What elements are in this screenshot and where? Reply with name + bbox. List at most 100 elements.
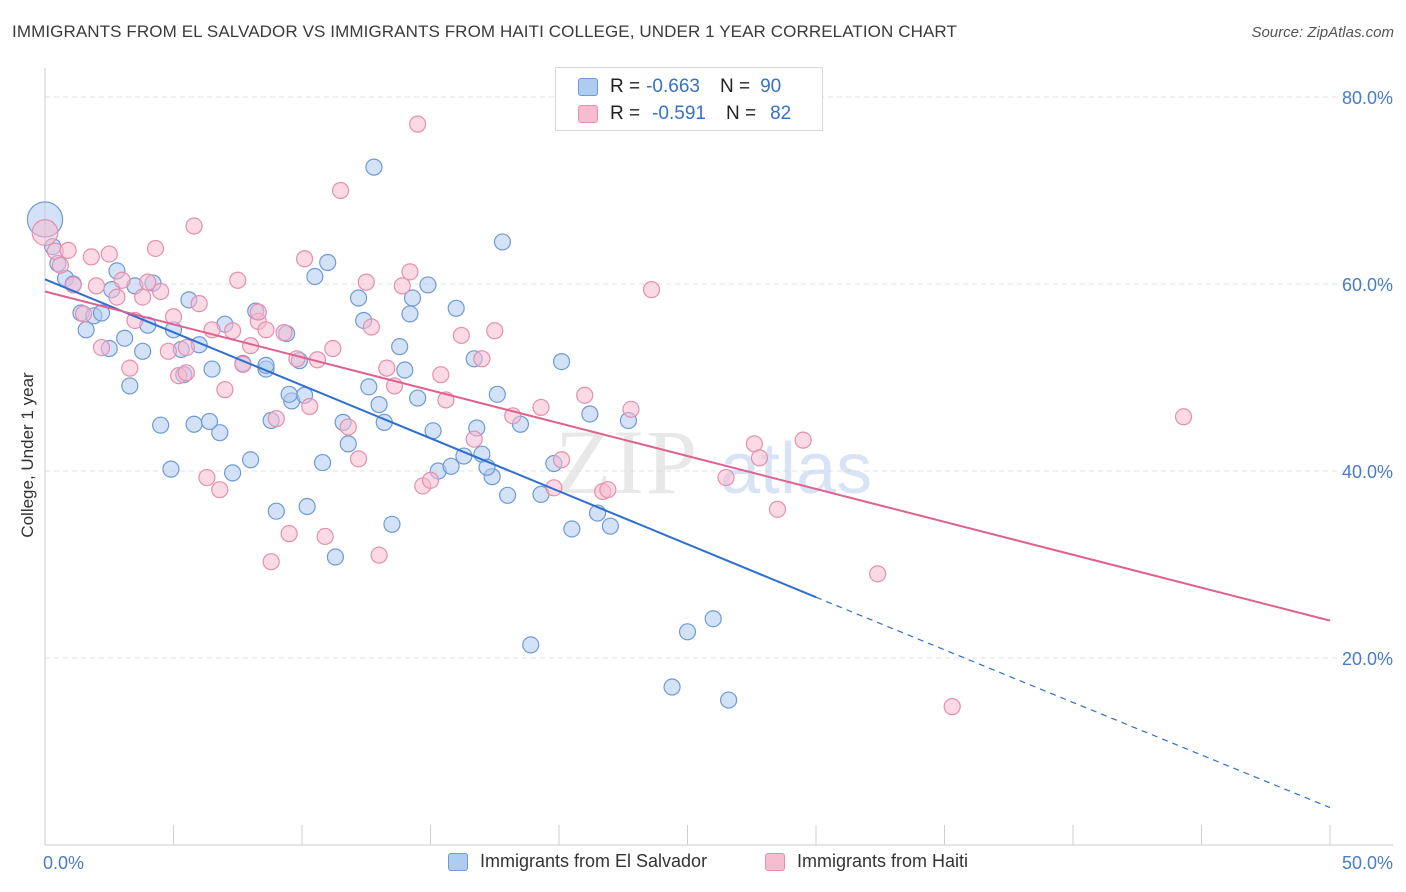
data-point-el-salvador (419, 276, 437, 294)
data-point-el-salvador (522, 636, 540, 654)
data-point-haiti (100, 245, 118, 263)
data-point-el-salvador (678, 623, 697, 641)
data-point-haiti (331, 181, 350, 200)
data-point-haiti (249, 303, 267, 321)
data-point-haiti (262, 553, 280, 571)
axes (44, 68, 1393, 846)
data-point-haiti (378, 359, 396, 377)
data-point-el-salvador (442, 457, 460, 475)
data-point-haiti (108, 288, 126, 306)
correlation-legend: R = -0.663 N = 90 R = -0.591 N = 82 (555, 67, 823, 131)
data-point-el-salvador (552, 353, 571, 371)
y-tick-label: 80.0% (1342, 88, 1393, 108)
data-point-haiti (473, 350, 491, 368)
data-point-el-salvador (383, 515, 401, 533)
legend-swatch-pink (765, 852, 785, 871)
data-point-el-salvador (391, 338, 409, 356)
legend-label-haiti: Immigrants from Haiti (797, 851, 969, 871)
data-point-haiti (642, 281, 661, 299)
data-point-haiti (185, 217, 203, 235)
data-point-haiti (152, 282, 170, 301)
data-point-el-salvador (298, 497, 316, 516)
data-point-haiti (465, 430, 483, 448)
data-point-haiti (943, 698, 961, 716)
data-point-haiti (280, 525, 298, 543)
data-point-el-salvador (162, 460, 180, 478)
data-point-haiti (295, 250, 314, 268)
data-point-el-salvador (267, 502, 285, 520)
data-point-haiti (576, 386, 594, 404)
data-point-haiti (288, 350, 306, 368)
data-point-haiti (87, 277, 106, 295)
x-tick-label: 0.0% (43, 853, 84, 873)
data-point-haiti (121, 359, 139, 377)
data-point-el-salvador (704, 610, 722, 628)
data-point-el-salvador (581, 405, 599, 423)
source-label: Source: ZipAtlas.com (1251, 24, 1394, 41)
y-axis-title: College, Under 1 year (18, 372, 37, 538)
data-point-haiti (113, 271, 131, 289)
legend-row-el-salvador: R = -0.663 N = 90 (578, 75, 781, 99)
data-point-haiti (301, 397, 319, 416)
y-tick-label: 20.0% (1342, 649, 1393, 669)
legend-n-value: 90 (760, 76, 782, 97)
trend-line-el-salvador (44, 278, 817, 599)
data-point-haiti (324, 339, 342, 358)
data-point-haiti (486, 322, 504, 340)
legend-r-label: R = (610, 103, 641, 124)
data-point-haiti (229, 271, 247, 289)
legend-row-haiti: R = -0.591 N = 82 (578, 102, 791, 126)
data-point-haiti (177, 364, 195, 382)
data-point-haiti (349, 450, 368, 468)
data-point-el-salvador (601, 517, 620, 535)
data-point-el-salvador (306, 267, 324, 286)
data-point-haiti (59, 241, 77, 259)
legend-r-label: R = (610, 76, 641, 97)
data-point-haiti (267, 410, 285, 428)
data-point-el-salvador (152, 416, 170, 434)
legend-label-el-salvador: Immigrants from El Salvador (480, 851, 708, 871)
data-point-el-salvador (401, 305, 419, 323)
legend-swatch-pink (578, 105, 598, 123)
data-point-haiti (1174, 408, 1193, 426)
legend-n-label: N = (725, 103, 757, 124)
data-point-haiti (74, 305, 93, 323)
data-point-el-salvador (280, 385, 298, 403)
legend-swatch-blue (448, 852, 468, 871)
data-point-haiti (432, 366, 450, 384)
data-point-haiti (717, 468, 735, 487)
data-point-haiti (134, 288, 152, 306)
data-point-el-salvador (116, 329, 134, 347)
data-point-haiti (82, 248, 100, 266)
data-point-haiti (357, 273, 375, 291)
data-point-el-salvador (211, 424, 229, 442)
series-haiti-points (31, 115, 1193, 716)
data-point-haiti (421, 471, 440, 489)
data-point-haiti (198, 468, 216, 487)
data-point-haiti (409, 115, 427, 133)
data-point-el-salvador (242, 451, 260, 469)
data-point-haiti (146, 239, 165, 258)
data-point-haiti (362, 318, 380, 336)
data-point-haiti (339, 418, 357, 436)
tick-labels: 20.0% 40.0% 60.0% 80.0% 0.0% 50.0% (43, 88, 1393, 873)
data-point-haiti (393, 277, 411, 295)
data-point-el-salvador (326, 548, 345, 566)
data-point-el-salvador (563, 520, 581, 538)
data-point-haiti (452, 326, 470, 345)
data-point-el-salvador (720, 691, 738, 709)
y-tick-label: 40.0% (1342, 462, 1393, 482)
data-point-el-salvador (313, 453, 332, 472)
data-point-el-salvador (224, 464, 242, 482)
data-point-haiti (768, 500, 787, 518)
data-point-haiti (31, 219, 59, 246)
data-point-el-salvador (121, 377, 139, 395)
trend-lines (44, 278, 1331, 809)
data-point-haiti (257, 321, 275, 339)
data-point-haiti (216, 381, 234, 399)
data-point-el-salvador (349, 289, 368, 307)
grid-lines (45, 96, 1393, 659)
data-point-el-salvador (409, 389, 427, 407)
legend-r-value: -0.591 (652, 103, 706, 124)
